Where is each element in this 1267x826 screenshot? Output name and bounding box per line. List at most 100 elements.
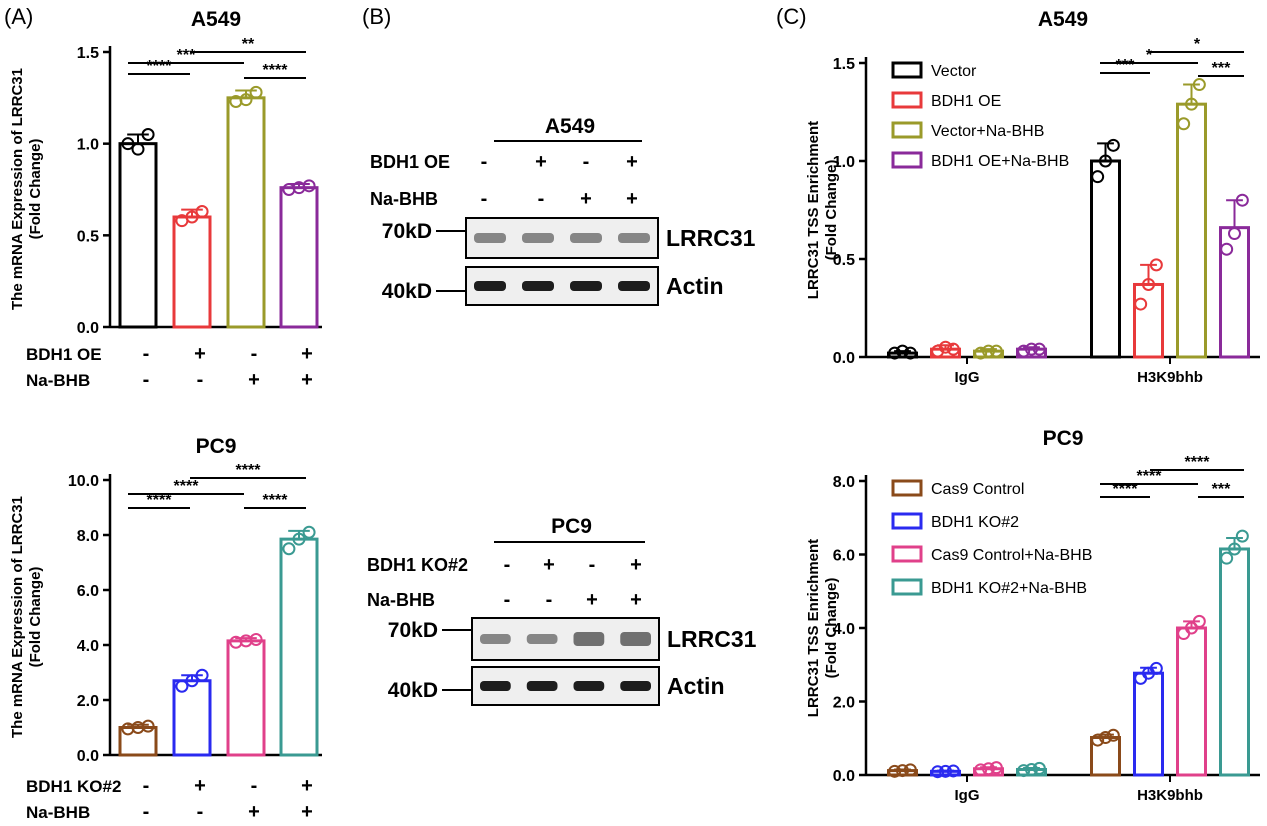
chart-title: A549 <box>191 8 241 31</box>
legend-label: Vector+Na-BHB <box>931 123 1044 140</box>
significance-label: **** <box>263 492 289 509</box>
panel-label-c: (C) <box>776 4 807 29</box>
blot-condition-sign: + <box>626 151 638 173</box>
western-blot-B-top: A549 BDH1 OE - + - + Na-BHB - - + +70kD LRRC31 40kD A… <box>370 115 756 306</box>
legend-label: BDH1 OE <box>931 93 1001 110</box>
legend-swatch <box>891 91 923 109</box>
series-3-data-point <box>982 762 995 776</box>
series-4-data-point <box>1228 542 1241 556</box>
blot-band <box>474 281 506 291</box>
chart-C-bottom: PC9 0.0 2.0 4.0 6.0 8.0 LRRC31 TSS Enrichment(… <box>805 427 1260 804</box>
significance-label: **** <box>1113 481 1139 498</box>
chart-A-bottom: PC9 0.0 2.0 4.0 6.0 8.0 10.0 The mRNA Expressio… <box>9 435 322 823</box>
series-2-data-point <box>931 765 945 779</box>
series-4-data-point <box>1235 529 1249 543</box>
significance-label: **** <box>147 58 173 75</box>
group-2-data-point <box>195 668 209 682</box>
chart-C-top: A549 0.0 0.5 1.0 1.5 LRRC31 TSS Enrichment(Fo… <box>805 8 1260 386</box>
series-1-data-point <box>1091 733 1105 747</box>
series-4-bar <box>1219 547 1250 777</box>
design-sign: - <box>197 369 204 391</box>
design-sign: + <box>194 775 206 797</box>
design-sign: - <box>251 343 258 365</box>
y-tick-label: 6.0 <box>77 583 99 600</box>
blot-size-marker: 70kD <box>388 619 438 642</box>
western-blot-B-bottom: PC9 BDH1 KO#2 - + - + Na-BHB - - + +70kD LRRC31 40kD… <box>367 515 757 706</box>
blot-band <box>522 281 554 291</box>
series-3-bar <box>1176 626 1207 777</box>
series-1-data-point <box>896 344 909 358</box>
design-sign: - <box>197 801 204 823</box>
series-1-data-point <box>1099 154 1112 168</box>
series-2-bar <box>930 769 961 777</box>
significance-label: **** <box>236 462 262 479</box>
blot-condition-sign: - <box>546 589 553 611</box>
group-1-data-point <box>141 128 155 141</box>
series-4-data-point <box>1017 764 1031 778</box>
series-1-data-point <box>903 763 917 777</box>
series-1-data-point <box>903 346 917 360</box>
legend-label: BDH1 OE+Na-BHB <box>931 153 1069 170</box>
series-1-data-point <box>888 764 902 778</box>
design-row-label: BDH1 OE <box>26 345 102 364</box>
group-4-bar <box>279 186 319 329</box>
y-tick-label: 8.0 <box>833 474 855 491</box>
group-3-bar <box>226 96 266 329</box>
y-tick-label: 0.0 <box>77 748 99 765</box>
series-3-data-point <box>1177 117 1191 131</box>
design-row-label: BDH1 KO#2 <box>26 777 121 796</box>
y-tick-label: 10.0 <box>68 473 99 490</box>
group-2-data-point <box>185 210 199 224</box>
significance-label: *** <box>177 47 196 64</box>
series-3-data-point <box>1192 78 1206 92</box>
group-1-data-point <box>141 719 155 733</box>
blot-condition-sign: - <box>589 554 596 576</box>
design-row-label: Na-BHB <box>26 371 90 390</box>
y-tick-label: 6.0 <box>833 548 855 565</box>
charts-layer: A549 0.0 0.5 1.0 1.5 The mRNA Expression of L… <box>9 8 1260 823</box>
series-1-data-point <box>1091 170 1105 184</box>
series-4-data-point <box>1032 342 1046 356</box>
series-1-bar <box>1090 159 1121 359</box>
blot-condition-label: Na-BHB <box>367 590 435 610</box>
blot-band <box>522 233 554 243</box>
blot-condition-sign: + <box>626 188 638 210</box>
series-3-data-point <box>1185 97 1198 111</box>
y-tick-label: 4.0 <box>833 621 855 638</box>
x-category-label: IgG <box>955 787 980 804</box>
blot-size-marker: 40kD <box>382 280 432 303</box>
significance-label: **** <box>1137 468 1163 485</box>
series-1-data-point <box>888 346 902 360</box>
legend-label: BDH1 KO#2+Na-BHB <box>931 580 1087 597</box>
series-4-data-point <box>1025 342 1038 356</box>
blot-condition-sign: + <box>630 589 642 611</box>
blot-condition-sign: - <box>481 188 488 210</box>
series-4-data-point <box>1235 193 1249 207</box>
significance-label: **** <box>174 478 200 495</box>
blot-condition-sign: - <box>504 554 511 576</box>
group-1-data-point <box>131 142 145 156</box>
legend-swatch <box>891 479 923 497</box>
series-2-data-point <box>1134 297 1148 311</box>
group-2-data-point <box>175 679 189 693</box>
series-1-data-point <box>1106 138 1120 152</box>
y-tick-label: 0.0 <box>77 320 99 337</box>
blot-condition-sign: - <box>538 188 545 210</box>
significance-label: *** <box>1116 57 1135 74</box>
blot-band <box>526 634 558 644</box>
series-1-data-point <box>896 764 909 778</box>
y-axis-label: The mRNA Expression of LRRC31(Fold Chang… <box>9 496 44 738</box>
blot-size-marker: 70kD <box>382 220 432 243</box>
group-1-bar <box>118 142 158 329</box>
significance-label: *** <box>1212 60 1231 77</box>
blot-protein-label: Actin <box>666 273 724 299</box>
significance-label: **** <box>1185 454 1211 471</box>
legend-swatch <box>891 578 923 596</box>
panel-label-a: (A) <box>4 4 33 29</box>
series-3-data-point <box>989 344 1003 358</box>
legend-label: BDH1 KO#2 <box>931 514 1019 531</box>
legend-swatch <box>891 121 923 139</box>
blot-band <box>480 681 511 691</box>
blot-condition-sign: + <box>580 188 592 210</box>
significance-label: *** <box>1212 481 1231 498</box>
